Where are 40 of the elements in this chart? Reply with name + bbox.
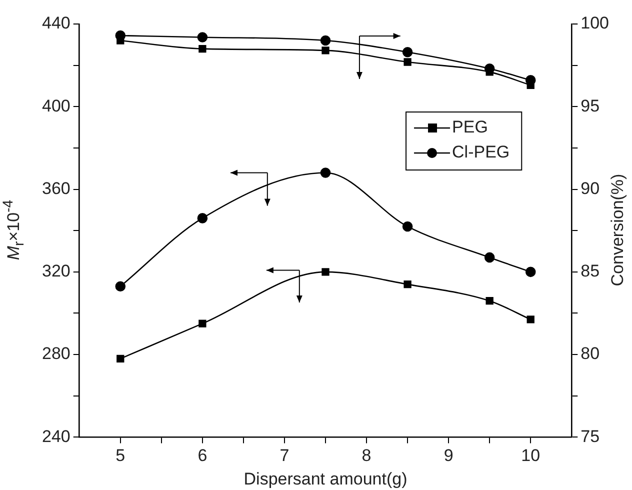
y-tick-label: 320 bbox=[42, 262, 70, 281]
point bbox=[322, 46, 330, 54]
y-tick-label: 440 bbox=[42, 14, 70, 33]
point bbox=[320, 35, 331, 46]
x-tick-label: 10 bbox=[521, 446, 540, 466]
point bbox=[198, 320, 206, 328]
point bbox=[404, 280, 412, 288]
y-tick-label: 360 bbox=[42, 178, 70, 198]
point bbox=[484, 252, 495, 263]
point bbox=[197, 213, 208, 224]
point bbox=[322, 268, 330, 276]
y-tick-label: 400 bbox=[42, 96, 70, 116]
y2-tick-label: 85 bbox=[580, 262, 600, 281]
y-tick-label: 240 bbox=[42, 426, 70, 446]
point bbox=[486, 297, 494, 305]
point bbox=[115, 281, 126, 292]
point bbox=[404, 58, 412, 66]
legend-label: Cl-PEG bbox=[452, 142, 510, 162]
x-tick-label: 5 bbox=[116, 446, 126, 466]
y2-tick-label: 95 bbox=[580, 96, 600, 116]
x-tick-label: 7 bbox=[280, 446, 290, 466]
y2-tick-label: 80 bbox=[580, 344, 600, 364]
point bbox=[526, 316, 534, 324]
point bbox=[402, 46, 413, 58]
point bbox=[320, 168, 331, 178]
point bbox=[525, 266, 536, 278]
x-tick-label: 9 bbox=[444, 446, 454, 466]
legend-label: PEG bbox=[452, 118, 488, 137]
x-axis-title: Dispersant amount(g) bbox=[244, 469, 408, 488]
y-tick-label: 280 bbox=[42, 344, 70, 364]
point bbox=[198, 44, 206, 53]
y2-axis-title: Conversion(%) bbox=[608, 174, 628, 286]
y2-tick-label: 100 bbox=[580, 14, 610, 33]
y2-tick-label: 75 bbox=[580, 426, 600, 446]
y2-tick-label: 90 bbox=[580, 178, 600, 198]
point bbox=[197, 32, 208, 42]
point bbox=[402, 221, 413, 232]
x-tick-label: 6 bbox=[198, 446, 208, 466]
x-tick-label: 8 bbox=[362, 446, 372, 466]
point bbox=[116, 354, 124, 363]
